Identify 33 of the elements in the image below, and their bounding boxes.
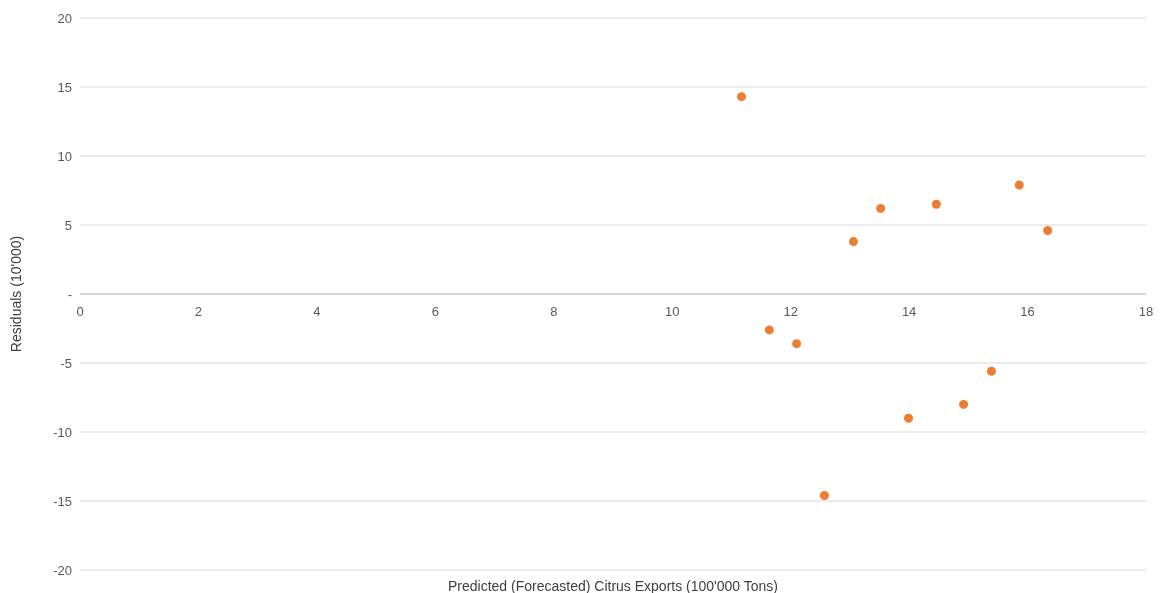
point: [986, 366, 996, 376]
point: [819, 490, 829, 500]
x-tick-label: 4: [313, 303, 321, 319]
y-tick-label: -20: [53, 562, 72, 578]
point: [848, 237, 858, 247]
point: [792, 339, 802, 349]
y-tick-label: -5: [60, 355, 72, 371]
y-tick-label: 5: [64, 217, 72, 233]
y-tick-label: 10: [57, 148, 72, 164]
x-tick-label: 6: [431, 303, 439, 319]
x-tick-label: 10: [664, 303, 680, 319]
x-tick-label: 18: [1138, 303, 1154, 319]
y-axis-title: Residuals (10'000): [7, 235, 24, 353]
point: [1043, 226, 1053, 236]
x-tick-label: 0: [76, 303, 84, 319]
point: [737, 92, 747, 102]
y-tick-label: -15: [53, 493, 72, 509]
y-tick-label: -10: [53, 424, 72, 440]
y-tick-label: 20: [57, 10, 72, 26]
x-tick-label: 8: [550, 303, 558, 319]
point: [764, 325, 774, 335]
x-tick-label: 16: [1020, 303, 1035, 319]
point: [904, 413, 914, 423]
x-tick-label: 12: [783, 303, 798, 319]
point: [1014, 180, 1024, 190]
y-tick-label: -: [67, 286, 72, 302]
x-tick-label: 14: [901, 303, 917, 319]
y-tick-label: 15: [57, 79, 72, 95]
x-tick-label: 2: [194, 303, 203, 319]
point: [931, 199, 941, 209]
point: [876, 203, 886, 213]
point: [959, 399, 969, 409]
x-axis-title: Predicted (Forecasted) Citrus Exports (100'000 Tons): [447, 578, 779, 593]
